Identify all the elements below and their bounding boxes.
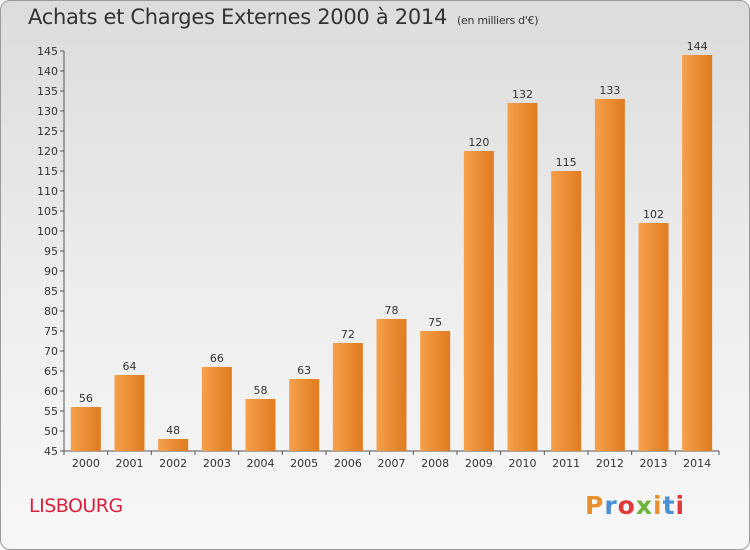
value-label-2011: 115	[556, 156, 577, 169]
y-tick-label: 100	[37, 225, 58, 238]
bar-2012	[594, 99, 625, 451]
x-tick-label: 2004	[247, 457, 275, 470]
bar-2000	[70, 407, 101, 451]
chart-title-text: Achats et Charges Externes 2000 à 2014	[28, 5, 448, 29]
logo-letter: i	[653, 491, 663, 520]
bar-2008	[420, 331, 451, 451]
bars	[70, 55, 713, 451]
x-tick-label: 2006	[334, 457, 362, 470]
x-tick-label: 2007	[378, 457, 406, 470]
x-tick-label: 2003	[203, 457, 231, 470]
logo-letter: x	[635, 491, 653, 520]
y-tick-label: 135	[37, 85, 58, 98]
y-tick-label: 70	[44, 345, 58, 358]
value-label-2004: 58	[254, 384, 268, 397]
x-tick-label: 2009	[465, 457, 493, 470]
x-tick-label: 2010	[509, 457, 537, 470]
y-tick-label: 65	[44, 365, 58, 378]
y-tick-label: 110	[37, 185, 58, 198]
value-label-2014: 144	[687, 40, 708, 53]
y-tick-label: 60	[44, 385, 58, 398]
x-tick-label: 2001	[116, 457, 144, 470]
value-label-2001: 64	[123, 360, 137, 373]
bar-2002	[158, 439, 189, 451]
y-tick-label: 105	[37, 205, 58, 218]
value-label-2009: 120	[468, 136, 489, 149]
logo-letter: r	[604, 491, 618, 520]
x-tick-label: 2005	[290, 457, 318, 470]
x-tick-label: 2013	[640, 457, 668, 470]
value-label-2002: 48	[166, 424, 180, 437]
y-tick-label: 125	[37, 125, 58, 138]
y-tick-label: 140	[37, 65, 58, 78]
x-tick-label: 2012	[596, 457, 624, 470]
y-tick-label: 75	[44, 325, 58, 338]
x-tick-label: 2014	[683, 457, 711, 470]
chart-subtitle: (en milliers d'€)	[457, 14, 539, 27]
y-tick-label: 85	[44, 285, 58, 298]
commune-name: LISBOURG	[29, 495, 123, 517]
bar-2003	[201, 367, 232, 451]
value-label-2003: 66	[210, 352, 224, 365]
value-label-2010: 132	[512, 88, 533, 101]
x-tick-label: 2011	[552, 457, 580, 470]
logo-letter: t	[662, 491, 676, 520]
bar-2014	[682, 55, 713, 451]
value-label-2006: 72	[341, 328, 355, 341]
value-label-2012: 133	[599, 84, 620, 97]
proxiti-logo[interactable]: Proxiti	[585, 491, 685, 520]
bar-2010	[507, 103, 538, 451]
value-label-2005: 63	[297, 364, 311, 377]
y-tick-label: 80	[44, 305, 58, 318]
value-label-2008: 75	[428, 316, 442, 329]
y-tick-label: 130	[37, 105, 58, 118]
bar-2005	[289, 379, 320, 451]
x-tick-label: 2002	[159, 457, 187, 470]
value-labels: 56 64 48 66 58 63 72 78 75 120 132 115 133 102 144	[79, 40, 708, 437]
value-label-2000: 56	[79, 392, 93, 405]
chart-title: Achats et Charges Externes 2000 à 2014 (e…	[28, 5, 539, 29]
bar-2011	[551, 171, 582, 451]
logo-letter: P	[585, 491, 605, 520]
value-label-2007: 78	[385, 304, 399, 317]
y-tick-label: 95	[44, 245, 58, 258]
x-tick-label: 2008	[421, 457, 449, 470]
bar-2004	[245, 399, 276, 451]
x-axis: 2000 2001 2002 2003 2004 2005 2006 2007 2008 2009…	[63, 450, 720, 470]
y-axis: 45 50 55 60 65 70 75 80 85 90 95 100 105 110 115 120 125…	[37, 45, 65, 458]
bar-2013	[638, 223, 669, 451]
logo-letter: i	[675, 491, 686, 520]
y-tick-label: 115	[37, 165, 58, 178]
y-tick-label: 50	[44, 425, 58, 438]
y-tick-label: 145	[37, 45, 58, 58]
y-tick-label: 55	[44, 405, 58, 418]
logo-letter: o	[617, 491, 636, 520]
y-tick-label: 45	[44, 445, 58, 458]
bar-2001	[114, 375, 145, 451]
bar-2009	[463, 151, 494, 451]
x-tick-label: 2000	[72, 457, 100, 470]
bar-2006	[332, 343, 363, 451]
value-label-2013: 102	[643, 208, 664, 221]
y-tick-label: 90	[44, 265, 58, 278]
y-tick-label: 120	[37, 145, 58, 158]
bar-2007	[376, 319, 407, 451]
